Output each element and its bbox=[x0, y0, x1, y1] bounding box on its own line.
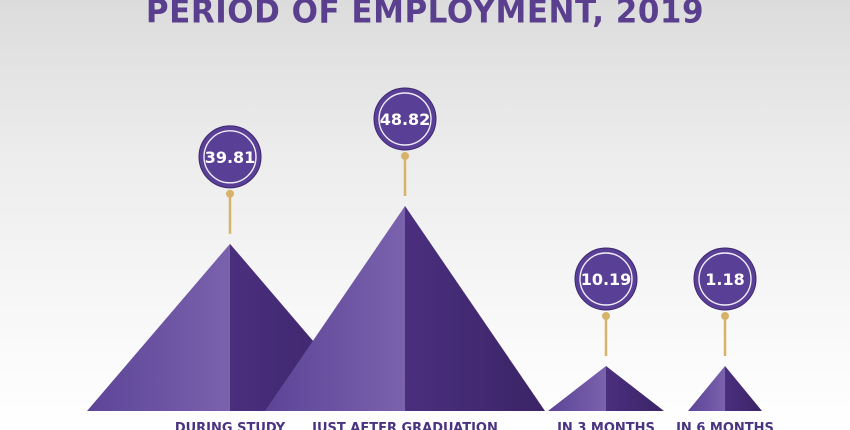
value-bubble-ring bbox=[698, 252, 752, 306]
value-bubble-ring bbox=[203, 130, 257, 184]
pyramid-4 bbox=[688, 366, 762, 411]
category-label: IN 6 MONTHS bbox=[676, 421, 774, 430]
value-bubble bbox=[198, 125, 262, 189]
value-bubble bbox=[574, 247, 638, 311]
pyramid-2 bbox=[265, 206, 545, 411]
pyramid-face-light bbox=[87, 243, 230, 411]
value-label: 48.82 bbox=[380, 110, 431, 129]
pyramid-face-light bbox=[548, 366, 606, 411]
pin-dot bbox=[602, 312, 610, 320]
pyramid-3 bbox=[548, 366, 664, 411]
pin-dot bbox=[721, 312, 729, 320]
value-bubble bbox=[373, 87, 437, 151]
chart-title: PERIOD OF EMPLOYMENT, 2019 bbox=[145, 0, 705, 31]
category-label: DURING STUDY bbox=[175, 421, 286, 430]
value-label: 39.81 bbox=[205, 148, 256, 167]
pin-dot bbox=[401, 152, 409, 160]
category-label: IN 3 MONTHS bbox=[557, 421, 655, 430]
value-label: 1.18 bbox=[705, 270, 744, 289]
pyramid-face-light bbox=[688, 366, 725, 411]
pin-dot bbox=[226, 189, 234, 198]
pyramid-face-dark bbox=[725, 366, 762, 411]
value-bubble bbox=[693, 247, 757, 311]
value-label: 10.19 bbox=[581, 270, 632, 289]
value-bubble-ring bbox=[378, 92, 432, 146]
pyramid-face-light bbox=[265, 206, 405, 411]
value-bubble-ring bbox=[579, 252, 633, 306]
category-label: JUST AFTER GRADUATION bbox=[311, 421, 498, 430]
pyramid-face-dark bbox=[606, 366, 664, 411]
pyramid-face-dark bbox=[405, 206, 545, 411]
